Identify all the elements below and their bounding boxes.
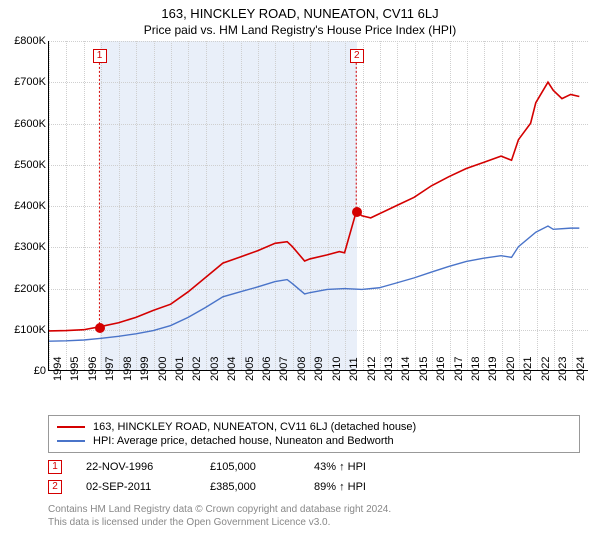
series-hpi	[49, 226, 579, 341]
y-tick-label: £400K	[0, 200, 46, 212]
event-row: 2 02-SEP-2011 £385,000 89% ↑ HPI	[48, 477, 580, 497]
chart-area: £0£100K£200K£300K£400K£500K£600K£700K£80…	[0, 41, 600, 411]
event-price: £385,000	[210, 481, 290, 493]
y-tick-label: £0	[0, 365, 46, 377]
y-tick-label: £100K	[0, 324, 46, 336]
event-date: 22-NOV-1996	[86, 461, 186, 473]
event-date: 02-SEP-2011	[86, 481, 186, 493]
chart-subtitle: Price paid vs. HM Land Registry's House …	[0, 21, 600, 41]
line-series-svg	[49, 41, 588, 370]
event-pct: 89% ↑ HPI	[314, 481, 404, 493]
events-table: 1 22-NOV-1996 £105,000 43% ↑ HPI 2 02-SEP-201…	[48, 457, 580, 497]
y-tick-label: £700K	[0, 76, 46, 88]
y-tick-label: £800K	[0, 35, 46, 47]
legend-label: HPI: Average price, detached house, Nune…	[93, 435, 394, 447]
event-marker-dot	[95, 323, 105, 333]
legend-swatch	[57, 440, 85, 442]
y-tick-label: £600K	[0, 118, 46, 130]
footnote: Contains HM Land Registry data © Crown c…	[48, 503, 580, 529]
y-tick-label: £500K	[0, 159, 46, 171]
event-pct: 43% ↑ HPI	[314, 461, 404, 473]
series-property	[49, 82, 579, 331]
footnote-line1: Contains HM Land Registry data © Crown c…	[48, 503, 580, 516]
event-row-marker: 2	[48, 480, 62, 494]
legend-box: 163, HINCKLEY ROAD, NUNEATON, CV11 6LJ (…	[48, 415, 580, 453]
event-row: 1 22-NOV-1996 £105,000 43% ↑ HPI	[48, 457, 580, 477]
legend-swatch	[57, 426, 85, 428]
event-row-marker: 1	[48, 460, 62, 474]
legend-label: 163, HINCKLEY ROAD, NUNEATON, CV11 6LJ (…	[93, 421, 416, 433]
event-marker-box: 2	[350, 49, 364, 63]
x-tick-label: 2024	[575, 357, 600, 381]
event-marker-dot	[352, 207, 362, 217]
y-tick-label: £200K	[0, 283, 46, 295]
plot-area: 12	[48, 41, 588, 371]
event-marker-box: 1	[93, 49, 107, 63]
legend-item: 163, HINCKLEY ROAD, NUNEATON, CV11 6LJ (…	[57, 420, 571, 434]
chart-title: 163, HINCKLEY ROAD, NUNEATON, CV11 6LJ	[0, 0, 600, 21]
y-tick-label: £300K	[0, 241, 46, 253]
event-price: £105,000	[210, 461, 290, 473]
footnote-line2: This data is licensed under the Open Gov…	[48, 516, 580, 529]
legend-item: HPI: Average price, detached house, Nune…	[57, 434, 571, 448]
